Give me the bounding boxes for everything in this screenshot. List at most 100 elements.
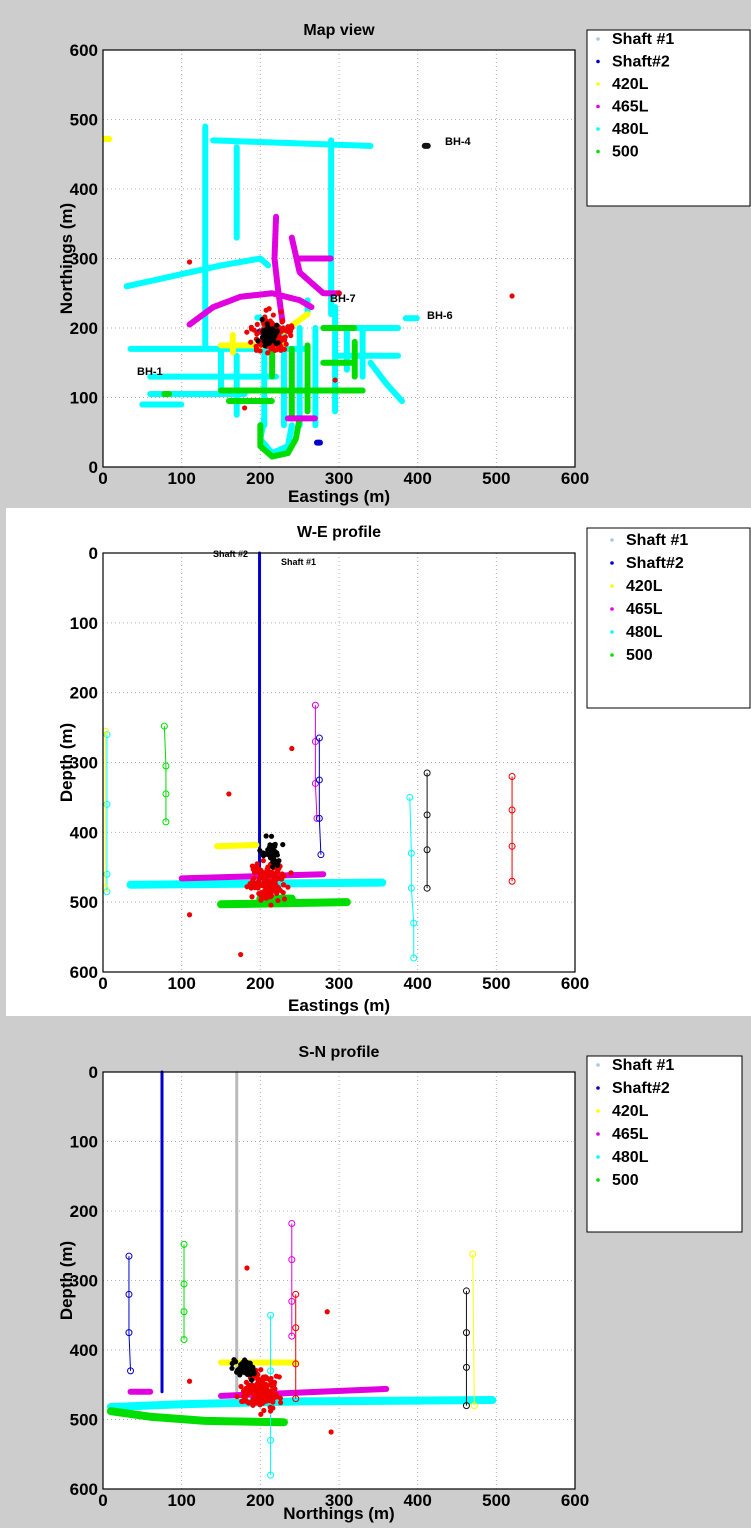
event-point — [288, 870, 294, 876]
legend-marker — [596, 1063, 600, 1067]
x-tick-label: 600 — [561, 1491, 589, 1510]
event-point — [251, 875, 257, 881]
event-point — [260, 853, 267, 859]
borehole-point — [288, 1256, 296, 1264]
legend-marker — [596, 82, 600, 86]
event-point — [254, 1398, 260, 1404]
event-point — [272, 1386, 278, 1392]
y-tick-label: 100 — [70, 1133, 98, 1152]
x-tick-label: 600 — [561, 469, 589, 488]
y-tick-label: 500 — [70, 111, 98, 130]
borehole-point — [267, 1436, 275, 1444]
borehole-point — [103, 800, 111, 808]
event-point — [266, 872, 272, 878]
borehole-point — [508, 806, 516, 814]
event-point — [240, 1369, 246, 1375]
y-tick-label: 400 — [70, 1341, 98, 1360]
event-point — [276, 858, 282, 864]
event-point — [268, 891, 274, 897]
drift-line — [271, 213, 286, 325]
legend-marker — [596, 149, 600, 154]
y-tick-label: 600 — [70, 963, 98, 982]
legend-label: 500 — [626, 647, 653, 664]
legend-label: 480L — [612, 1149, 649, 1166]
drift-line — [288, 234, 342, 297]
x-tick-label: 200 — [246, 974, 274, 993]
borehole-point — [101, 727, 109, 735]
event-point — [268, 1382, 274, 1389]
event-point — [247, 881, 253, 887]
legend-marker — [596, 1132, 600, 1136]
borehole-point — [407, 849, 415, 857]
event-point — [328, 1429, 334, 1435]
map-view-chart: 0 100 200 300 400 500 600 0 100 200 300 400 500 600 BH… — [57, 22, 751, 506]
y-tick-label: 300 — [70, 754, 98, 773]
event-point — [248, 1377, 255, 1383]
borehole-point — [407, 884, 415, 892]
borehole-point — [162, 790, 170, 798]
x-tick-label: 100 — [167, 974, 195, 993]
borehole-point — [127, 1367, 135, 1375]
annotation-label: Shaft #2 — [213, 549, 248, 559]
x-tick-label: 0 — [98, 974, 107, 993]
we-profile-chart: 0 100 200 300 400 500 6000100200300400500600Sh… — [57, 524, 751, 1015]
event-point — [248, 885, 254, 891]
x-tick-label: 100 — [167, 469, 195, 488]
borehole-point — [267, 1311, 275, 1319]
y-tick-label: 400 — [70, 823, 98, 842]
y-tick-label: 200 — [70, 319, 98, 338]
x-axis-label: Eastings (m) — [288, 996, 390, 1015]
event-point — [261, 872, 268, 878]
event-point — [253, 347, 260, 353]
event-point — [244, 1399, 251, 1405]
borehole-point — [180, 1308, 188, 1316]
drift-line — [186, 290, 315, 328]
legend-label: Shaft #1 — [626, 532, 688, 549]
chart-title: S-N profile — [299, 1044, 380, 1061]
left-border — [0, 508, 6, 1016]
event-point — [274, 322, 280, 328]
event-point — [288, 332, 294, 339]
event-point — [235, 1367, 241, 1373]
axes-frame — [102, 1071, 576, 1490]
event-point — [229, 1365, 235, 1371]
event-point — [261, 879, 268, 885]
y-tick-label: 500 — [70, 893, 98, 912]
x-tick-label: 0 — [98, 1491, 107, 1510]
y-tick-label: 300 — [70, 1272, 98, 1291]
legend-marker — [610, 584, 614, 588]
legend-label: Shaft #1 — [612, 1057, 674, 1074]
event-point — [266, 880, 272, 886]
drift-line — [106, 1407, 288, 1427]
borehole-line — [318, 738, 322, 855]
borehole-point — [462, 1287, 470, 1295]
borehole-point — [311, 701, 319, 709]
x-axis-label: Northings (m) — [283, 1504, 394, 1523]
borehole-point — [162, 762, 170, 770]
event-point — [261, 328, 267, 334]
event-point — [258, 896, 264, 902]
event-point — [281, 896, 288, 902]
event-point — [332, 377, 338, 383]
event-point — [264, 321, 270, 327]
event-point — [226, 791, 232, 797]
event-point — [263, 833, 269, 839]
borehole-point — [267, 1367, 275, 1375]
legend-marker — [596, 37, 600, 41]
event-point — [260, 333, 267, 339]
event-point — [274, 862, 281, 868]
event-point — [275, 340, 281, 346]
borehole-point — [125, 1252, 133, 1260]
event-point — [233, 1359, 239, 1365]
event-point — [278, 336, 284, 342]
chart-title: W-E profile — [297, 524, 381, 541]
event-point — [244, 1392, 250, 1398]
drift-line — [210, 137, 374, 149]
event-point — [252, 882, 258, 888]
borehole-point — [103, 870, 111, 878]
map-view-figure: 0 100 200 300 400 500 600 0 100 200 300 400 500 600 BH… — [0, 0, 751, 508]
event-point — [265, 867, 271, 873]
borehole-point — [406, 793, 414, 801]
event-point — [336, 290, 342, 296]
x-tick-label: 300 — [325, 469, 353, 488]
